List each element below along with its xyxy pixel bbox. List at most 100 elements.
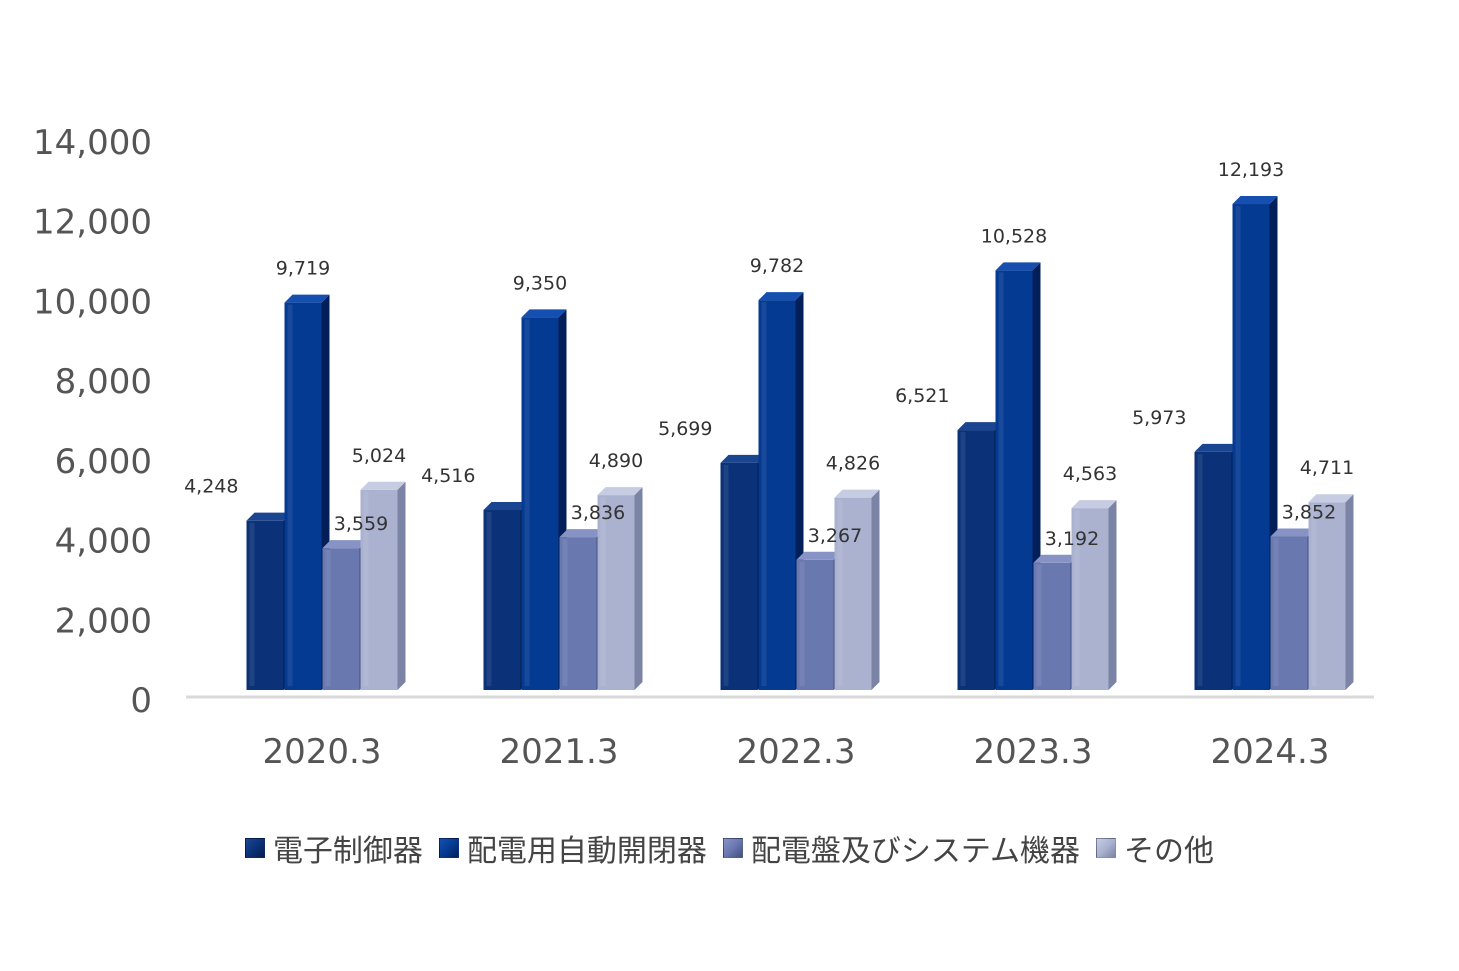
data-label: 5,973: [1132, 407, 1186, 429]
bar-top: [1270, 528, 1316, 537]
bar-top: [1194, 443, 1240, 452]
bar-highlight: [799, 561, 805, 686]
bar-front: [1194, 451, 1232, 690]
x-tick-label: 2020.3: [263, 732, 382, 772]
bar-front: [1270, 536, 1308, 690]
bar-highlight: [1036, 564, 1042, 686]
bar-highlight: [486, 512, 492, 686]
bar-highlight: [837, 499, 843, 686]
y-tick-label: 14,000: [33, 123, 152, 163]
bar-side: [871, 489, 880, 690]
bar-series: [246, 196, 1354, 690]
bar-front: [1033, 562, 1071, 690]
x-axis-ticks: 2020.3 2021.3 2022.3 2023.3 2024.3: [263, 732, 1330, 772]
bar-top: [834, 489, 880, 498]
bar-front: [720, 462, 758, 690]
legend-swatch: [1096, 838, 1117, 858]
bar-top: [559, 529, 605, 538]
y-tick-label: 2,000: [55, 601, 152, 641]
bar-highlight: [1235, 206, 1241, 686]
data-label: 4,711: [1300, 457, 1354, 479]
bar-top: [1033, 554, 1079, 563]
bar-front: [1308, 502, 1346, 690]
bar-top: [1232, 196, 1278, 205]
bar-highlight: [1197, 453, 1203, 686]
bar-front: [322, 548, 360, 690]
data-label: 3,559: [334, 513, 388, 535]
data-label: 4,248: [184, 476, 238, 498]
y-tick-label: 12,000: [33, 203, 152, 243]
y-tick-label: 10,000: [33, 282, 152, 322]
data-label: 3,267: [808, 525, 862, 547]
data-label: 3,836: [571, 502, 625, 524]
legend-item-switchboard-system: 配電盤及びシステム機器: [722, 826, 1081, 870]
bar-top: [284, 294, 330, 303]
legend-swatch: [244, 838, 265, 858]
y-tick-label: 4,000: [55, 522, 152, 562]
bar-top: [521, 309, 567, 318]
data-label: 4,890: [589, 450, 643, 472]
bar-top: [720, 454, 766, 463]
legend-label: 配電用自動開閉器: [466, 834, 707, 869]
bar-front: [957, 430, 995, 690]
data-label: 4,563: [1063, 463, 1117, 485]
bar-highlight: [325, 550, 331, 686]
bar-highlight: [1311, 504, 1317, 686]
bar: [834, 489, 880, 690]
bar-highlight: [562, 539, 568, 686]
legend-item-other: その他: [1096, 826, 1214, 870]
bar-highlight: [723, 464, 729, 686]
data-label: 5,699: [658, 418, 712, 440]
data-labels: 4,248 9,719 3,559 5,024 4,516 9,350 3,836 4,890…: [184, 159, 1354, 550]
bar-highlight: [998, 272, 1004, 686]
bar-top: [957, 422, 1003, 431]
y-tick-label: 8,000: [55, 362, 152, 402]
data-label: 9,350: [513, 272, 567, 294]
x-tick-label: 2024.3: [1211, 732, 1330, 772]
bar-front: [597, 495, 635, 690]
data-label: 10,528: [981, 225, 1047, 247]
bar-highlight: [249, 522, 255, 686]
data-label: 4,826: [826, 453, 880, 475]
bar-front: [246, 520, 284, 690]
data-label: 5,024: [352, 445, 406, 467]
bar-highlight: [761, 302, 767, 686]
bar-top: [246, 512, 292, 521]
y-tick-label: 6,000: [55, 442, 152, 482]
legend-swatch: [438, 838, 459, 858]
legend-label: 配電盤及びシステム機器: [750, 834, 1081, 869]
legend-swatch: [722, 838, 743, 858]
bar-front: [521, 317, 559, 690]
legend-item-auto-switch: 配電用自動開閉器: [438, 826, 707, 870]
bar-front: [1232, 204, 1270, 690]
bar: [1308, 494, 1354, 690]
bar: [597, 487, 643, 690]
bar-top: [758, 292, 804, 301]
bar-top: [597, 487, 643, 496]
y-axis-ticks: 0 2,000 4,000 6,000 8,000 10,000 12,000 14,000: [33, 123, 152, 721]
bar-top: [995, 262, 1041, 271]
bar: [1071, 500, 1117, 690]
bar-front: [559, 537, 597, 690]
bar-top: [1071, 500, 1117, 509]
bar-top: [796, 551, 842, 560]
bar-front: [360, 489, 398, 690]
bar-highlight: [960, 432, 966, 686]
bar-front: [1071, 508, 1109, 690]
data-label: 4,516: [421, 465, 475, 487]
bar-front: [758, 300, 796, 690]
data-label: 3,192: [1045, 528, 1099, 550]
bar-highlight: [1074, 510, 1080, 686]
legend: 電子制御器 配電用自動開閉器 配電盤及びシステム機器 その他: [0, 826, 1459, 870]
bar-side: [634, 487, 643, 690]
x-tick-label: 2022.3: [737, 732, 856, 772]
bar-front: [834, 497, 872, 690]
x-tick-label: 2021.3: [500, 732, 619, 772]
bar-side: [1345, 494, 1354, 690]
bar-front: [483, 510, 521, 690]
x-tick-label: 2023.3: [974, 732, 1093, 772]
data-label: 12,193: [1218, 159, 1284, 181]
bar: [360, 481, 406, 690]
legend-label: 電子制御器: [272, 834, 423, 869]
bar-front: [995, 270, 1033, 690]
